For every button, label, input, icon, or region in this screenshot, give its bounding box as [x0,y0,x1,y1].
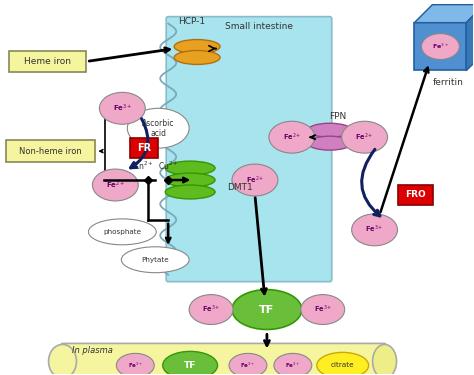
Text: Phytate: Phytate [141,257,169,263]
Ellipse shape [165,185,215,199]
Text: Small intestine: Small intestine [225,22,293,31]
Ellipse shape [342,121,388,153]
Text: Ascorbic
acid: Ascorbic acid [142,118,174,138]
Text: Fe$^{3+}$: Fe$^{3+}$ [285,361,301,370]
FancyBboxPatch shape [414,22,466,70]
Text: DMT1: DMT1 [227,183,253,192]
Polygon shape [466,4,474,70]
FancyArrowPatch shape [362,149,380,216]
Text: In plasma: In plasma [73,346,113,355]
Text: Fe$^{2+}$: Fe$^{2+}$ [246,174,264,186]
Ellipse shape [89,219,156,245]
Ellipse shape [352,214,398,246]
Ellipse shape [174,39,220,54]
Ellipse shape [232,164,278,196]
Text: Fe$^{3+}$: Fe$^{3+}$ [202,304,220,315]
FancyBboxPatch shape [9,51,86,72]
Ellipse shape [121,247,189,273]
Text: FPN: FPN [329,112,346,121]
FancyBboxPatch shape [62,344,385,375]
FancyBboxPatch shape [130,138,158,158]
Text: Cu$^{2+}$: Cu$^{2+}$ [158,160,179,172]
Ellipse shape [274,353,312,375]
Text: Fe$^{3+}$: Fe$^{3+}$ [240,361,256,370]
Ellipse shape [174,51,220,64]
Text: ferritin: ferritin [433,78,464,87]
Text: Fe$^{3+}$: Fe$^{3+}$ [432,42,449,51]
FancyBboxPatch shape [6,140,95,162]
Ellipse shape [421,34,459,60]
Text: phosphate: phosphate [103,229,141,235]
Text: TF: TF [259,304,274,315]
Ellipse shape [48,344,76,375]
Text: FR: FR [137,143,151,153]
Ellipse shape [308,136,352,150]
FancyBboxPatch shape [398,185,433,205]
Text: Non-heme iron: Non-heme iron [19,147,82,156]
Ellipse shape [163,351,218,375]
Text: HCP-1: HCP-1 [179,17,206,26]
Ellipse shape [189,295,233,324]
Text: Fe$^{3+}$: Fe$^{3+}$ [365,224,384,236]
Ellipse shape [269,121,315,153]
Ellipse shape [128,108,189,148]
Text: Fe$^{3+}$: Fe$^{3+}$ [313,304,332,315]
Ellipse shape [165,161,215,175]
Text: Fe$^{3+}$: Fe$^{3+}$ [113,103,132,114]
Text: Fe$^{3+}$: Fe$^{3+}$ [128,361,143,370]
Polygon shape [414,4,474,22]
Ellipse shape [232,290,302,330]
Ellipse shape [308,123,352,137]
Ellipse shape [165,173,215,187]
Ellipse shape [301,295,345,324]
Ellipse shape [229,353,267,375]
Ellipse shape [92,169,138,201]
Ellipse shape [116,353,154,375]
Text: Heme iron: Heme iron [24,57,71,66]
Text: Fe$^{2+}$: Fe$^{2+}$ [356,132,374,143]
FancyBboxPatch shape [166,16,332,282]
Text: citrate: citrate [331,362,355,368]
FancyArrowPatch shape [131,119,148,168]
Ellipse shape [373,344,397,375]
Ellipse shape [317,352,369,375]
Ellipse shape [100,92,145,124]
Text: Fe$^{2+}$: Fe$^{2+}$ [106,179,125,190]
Text: Fe$^{2+}$: Fe$^{2+}$ [283,132,301,143]
Text: TF: TF [184,361,196,370]
Text: Zn$^{2+}$: Zn$^{2+}$ [133,160,154,172]
Text: FRO: FRO [405,190,426,200]
